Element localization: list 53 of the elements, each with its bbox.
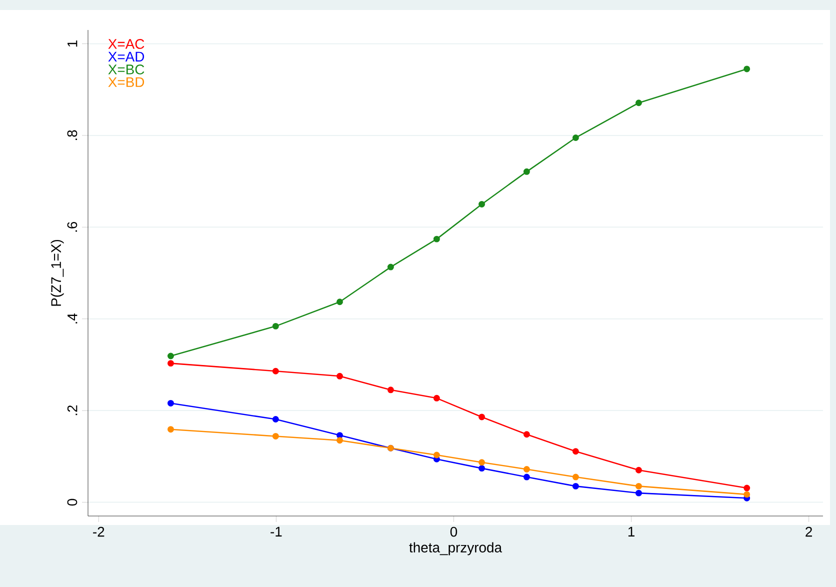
- y-axis-title: P(Z7_1=X): [50, 240, 64, 306]
- text: X=BC: [108, 64, 144, 74]
- point: [523, 474, 530, 480]
- point: [336, 437, 343, 444]
- y-tick-label: .6: [67, 222, 78, 232]
- point: [523, 431, 530, 438]
- point: [523, 466, 530, 472]
- point: [635, 100, 642, 106]
- y-tick-label: .2: [67, 405, 78, 416]
- point: [523, 168, 530, 175]
- point: [336, 432, 343, 439]
- point: [478, 200, 486, 208]
- point: [167, 426, 174, 433]
- point: [272, 368, 279, 374]
- point: [336, 298, 343, 306]
- x-axis-title: theta_przyroda: [409, 542, 502, 556]
- point: [336, 372, 343, 380]
- y-tick-label: 1: [68, 40, 78, 47]
- point: [272, 432, 279, 440]
- x-tick-label: -2: [93, 526, 104, 537]
- y-tick-label: .8: [67, 130, 78, 140]
- x-tick-label: -1: [270, 526, 282, 536]
- point: [744, 66, 750, 72]
- point: [433, 452, 440, 458]
- point: [744, 491, 750, 498]
- text: X=AD: [108, 52, 144, 62]
- point: [478, 459, 486, 466]
- point: [572, 134, 579, 141]
- point: [272, 416, 279, 422]
- point: [433, 236, 440, 242]
- point: [167, 352, 174, 360]
- point: [744, 484, 750, 492]
- point: [167, 400, 174, 406]
- point: [272, 322, 279, 330]
- point: [572, 448, 579, 455]
- text: X=BD: [108, 77, 144, 87]
- point: [635, 466, 642, 474]
- x-tick-label: 0: [450, 526, 458, 537]
- point: [572, 474, 579, 480]
- point: [635, 490, 642, 496]
- point: [387, 386, 394, 394]
- point: [433, 394, 440, 402]
- y-tick-label: 0: [67, 498, 78, 506]
- point: [387, 264, 394, 270]
- point: [478, 465, 486, 472]
- point: [167, 360, 174, 367]
- point: [635, 482, 642, 490]
- point: [478, 414, 486, 420]
- x-tick-label: 2: [806, 526, 812, 537]
- y-tick-label: .4: [68, 313, 78, 324]
- point: [572, 482, 579, 490]
- text: X=AC: [108, 39, 144, 49]
- x-tick-label: 1: [628, 526, 634, 536]
